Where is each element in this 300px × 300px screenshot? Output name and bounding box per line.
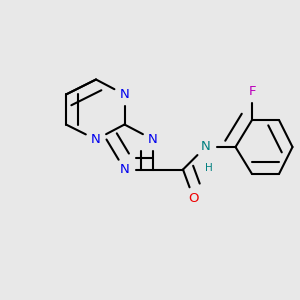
- Text: O: O: [188, 191, 199, 205]
- Text: N: N: [120, 163, 129, 176]
- Text: H: H: [205, 163, 212, 173]
- Text: N: N: [148, 133, 158, 146]
- Text: N: N: [120, 88, 129, 101]
- Text: F: F: [248, 85, 256, 98]
- Text: N: N: [91, 133, 101, 146]
- Text: N: N: [201, 140, 210, 154]
